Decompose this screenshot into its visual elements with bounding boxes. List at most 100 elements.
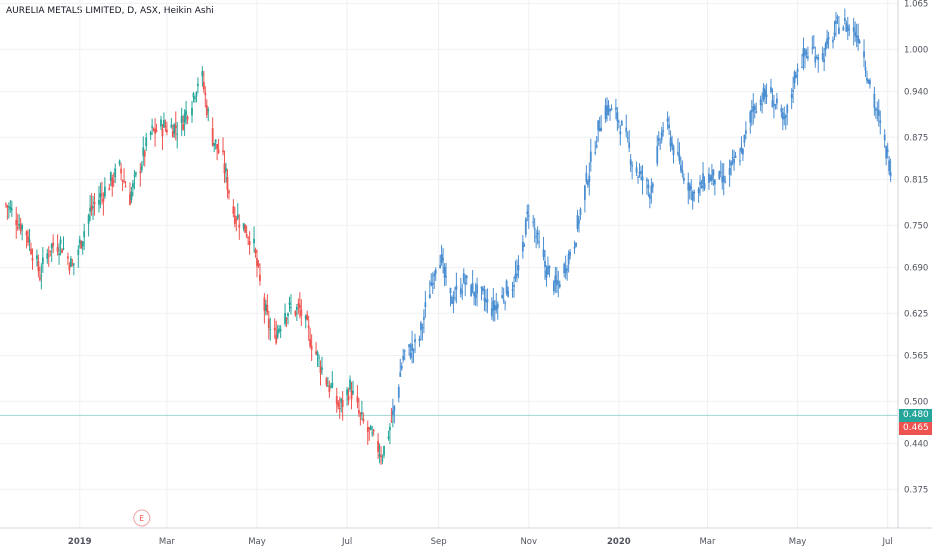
candle-body bbox=[103, 186, 106, 197]
earnings-marker[interactable] bbox=[133, 509, 151, 527]
candle-body bbox=[421, 327, 424, 329]
candle-body bbox=[801, 67, 803, 69]
candle-body bbox=[287, 313, 289, 317]
y-tick-label: 0.815 bbox=[904, 176, 928, 186]
candle-body bbox=[657, 137, 660, 141]
candle-body bbox=[452, 301, 455, 304]
candle-body bbox=[569, 251, 572, 256]
candle-body bbox=[731, 157, 734, 159]
candle-body bbox=[142, 147, 145, 156]
candle-body bbox=[202, 81, 205, 90]
candle-body bbox=[362, 418, 365, 422]
candle-body bbox=[180, 115, 183, 124]
y-tick-label: 1.065 bbox=[904, 0, 928, 10]
candle-body bbox=[41, 257, 44, 264]
candle-body bbox=[742, 148, 744, 155]
candle-body bbox=[604, 105, 607, 120]
candle-body bbox=[482, 288, 484, 292]
candle-body bbox=[183, 113, 186, 123]
candle-body bbox=[826, 38, 829, 45]
candle-body bbox=[677, 152, 679, 155]
candle-body bbox=[120, 168, 123, 174]
price-tag-last: 0.480 bbox=[899, 408, 932, 422]
candle-body bbox=[408, 344, 411, 348]
candle-body bbox=[98, 199, 100, 205]
candle-body bbox=[646, 179, 648, 181]
candle-body bbox=[712, 169, 715, 176]
candle-body bbox=[490, 308, 493, 317]
candle-body bbox=[285, 318, 288, 320]
candle-body bbox=[802, 48, 805, 57]
candle-body bbox=[412, 349, 415, 351]
candle-body bbox=[254, 249, 257, 254]
candle-body bbox=[316, 352, 319, 356]
candle-body bbox=[431, 283, 434, 286]
candle-body bbox=[321, 367, 323, 371]
candle-body bbox=[62, 248, 65, 250]
candle-body bbox=[145, 137, 148, 147]
candle-body bbox=[759, 99, 762, 105]
candle-body bbox=[284, 313, 286, 324]
candle-body bbox=[310, 345, 313, 350]
candle-body bbox=[233, 215, 236, 224]
candle-body bbox=[709, 177, 712, 182]
candle-body bbox=[625, 127, 628, 132]
event-markers: E bbox=[133, 509, 151, 527]
candle-body bbox=[266, 304, 269, 313]
y-tick-label: 0.875 bbox=[904, 133, 928, 143]
candle-body bbox=[535, 236, 538, 238]
candle-body bbox=[586, 181, 589, 186]
candle-body bbox=[812, 46, 815, 48]
candle-body bbox=[824, 43, 827, 51]
candle-body bbox=[504, 302, 507, 304]
candle-body bbox=[476, 284, 478, 294]
candle-body bbox=[420, 322, 422, 331]
candle-body bbox=[30, 248, 32, 255]
candle-body bbox=[256, 257, 258, 267]
candle-body bbox=[721, 176, 724, 183]
candle-body bbox=[350, 390, 353, 400]
candle-body bbox=[139, 171, 142, 174]
candle-body bbox=[197, 83, 199, 86]
candle-body bbox=[691, 191, 694, 201]
candle-body bbox=[340, 399, 343, 403]
candle-body bbox=[449, 288, 452, 294]
candle-body bbox=[164, 126, 167, 128]
candle-body bbox=[883, 134, 886, 141]
candle-body bbox=[245, 234, 248, 237]
candle-body bbox=[542, 249, 545, 257]
candle-body bbox=[485, 299, 487, 303]
candle-body bbox=[89, 207, 91, 212]
candle-body bbox=[511, 289, 514, 291]
candle-body bbox=[496, 303, 499, 309]
candle-body bbox=[72, 263, 75, 265]
price-tag-prev: 0.465 bbox=[899, 422, 932, 436]
candle-body bbox=[835, 20, 837, 24]
candle-body bbox=[454, 297, 456, 299]
candle-body bbox=[578, 219, 580, 224]
candle-body bbox=[697, 188, 700, 194]
candle-body bbox=[863, 51, 865, 58]
candle-body bbox=[329, 386, 332, 388]
candle-body bbox=[300, 309, 303, 316]
candle-body bbox=[728, 168, 731, 175]
candle-body bbox=[681, 169, 684, 173]
candle-body bbox=[575, 242, 577, 247]
candle-body bbox=[795, 74, 797, 78]
candle-body bbox=[817, 56, 820, 61]
candle-body bbox=[474, 294, 477, 298]
candle-body bbox=[461, 291, 464, 293]
candle-body bbox=[216, 143, 219, 150]
candle-body bbox=[548, 265, 551, 269]
candle-body bbox=[346, 389, 348, 396]
candle-body bbox=[462, 273, 465, 283]
candle-body bbox=[473, 291, 476, 296]
candle-body bbox=[173, 124, 176, 134]
candle-body bbox=[517, 265, 520, 271]
candle-body bbox=[211, 128, 214, 146]
candle-body bbox=[347, 395, 350, 401]
candle-body bbox=[358, 409, 360, 413]
candle-body bbox=[318, 357, 320, 359]
